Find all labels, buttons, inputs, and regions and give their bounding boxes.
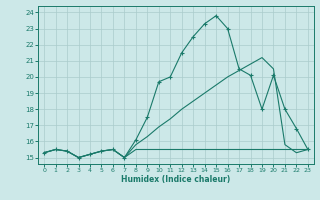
X-axis label: Humidex (Indice chaleur): Humidex (Indice chaleur) <box>121 175 231 184</box>
